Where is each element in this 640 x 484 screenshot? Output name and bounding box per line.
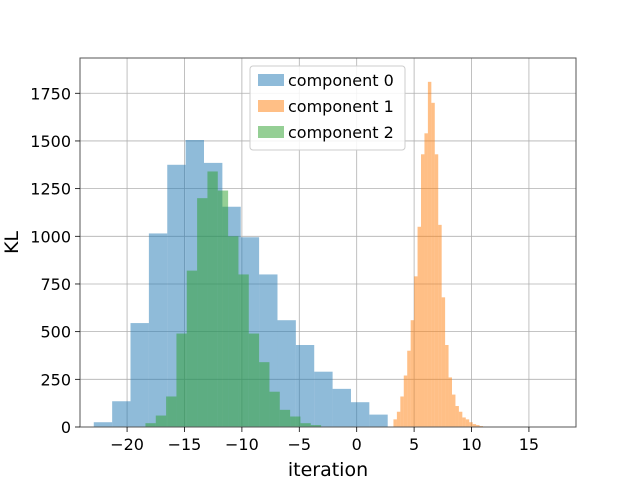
y-tick-label-6: 1500: [30, 132, 71, 151]
bar-series-1-22: [469, 422, 473, 427]
x-tick-label-5: 5: [409, 435, 419, 454]
bar-series-2-13: [279, 409, 291, 427]
bar-series-1-6: [414, 276, 418, 427]
bar-series-2-11: [259, 362, 270, 427]
bars-layer: [93, 81, 483, 428]
bar-series-1-5: [410, 320, 415, 427]
bar-series-2-8: [228, 236, 239, 427]
bar-series-1-2: [400, 396, 404, 427]
bar-series-0-3: [148, 233, 168, 427]
bar-series-1-4: [407, 350, 411, 427]
bar-series-1-24: [476, 425, 480, 427]
bar-series-2-0: [145, 423, 156, 427]
bar-series-0-13: [332, 388, 351, 427]
x-tick-label-6: 10: [461, 435, 481, 454]
bar-series-0-1: [112, 401, 131, 427]
bar-series-2-2: [166, 396, 177, 427]
bar-series-1-8: [421, 154, 425, 428]
bar-series-1-14: [441, 297, 446, 427]
y-tick-label-5: 1250: [30, 180, 71, 199]
bar-series-1-21: [465, 419, 470, 427]
bar-series-1-3: [403, 375, 408, 427]
legend-label-0: component 0: [288, 71, 394, 90]
x-tick-label-4: 0: [352, 435, 362, 454]
bar-series-2-6: [207, 171, 218, 427]
plot-frame: [79, 57, 577, 428]
bar-series-1-17: [452, 394, 456, 427]
bar-series-2-15: [300, 423, 311, 427]
bar-series-0-11: [295, 345, 315, 427]
bar-series-0-14: [350, 402, 370, 427]
bar-series-2-1: [155, 415, 167, 427]
legend-swatch-0: [258, 74, 284, 86]
x-tick-label-7: 15: [519, 435, 539, 454]
bar-series-2-7: [217, 190, 229, 427]
bar-series-2-9: [238, 274, 249, 427]
bar-series-0-0: [93, 422, 113, 427]
bar-series-2-3: [176, 333, 187, 427]
x-axis-label: iteration: [288, 459, 368, 480]
y-tick-label-2: 500: [40, 323, 71, 342]
bar-series-2-16: [310, 425, 322, 427]
bar-series-2-12: [269, 391, 280, 427]
legend-label-1: component 1: [288, 97, 394, 116]
bar-series-1-12: [434, 154, 439, 428]
y-axis-label: KL: [1, 231, 23, 254]
legend-label-2: component 2: [288, 123, 394, 142]
bar-series-1-7: [417, 226, 421, 427]
y-tick-label-1: 250: [40, 370, 71, 389]
bar-series-1-9: [424, 133, 428, 428]
bar-series-0-12: [314, 371, 333, 427]
x-tick-label-3: −5: [287, 435, 311, 454]
bar-series-0-2: [130, 323, 149, 427]
legend: component 0 component 1 component 2: [249, 65, 406, 151]
bar-series-1-15: [445, 345, 449, 427]
bar-series-1-11: [431, 102, 435, 427]
bar-series-2-4: [186, 270, 198, 427]
bar-series-1-18: [455, 406, 459, 427]
y-tick-label-0: 0: [61, 418, 71, 437]
y-tick-label-7: 1750: [30, 84, 71, 103]
bar-series-2-14: [290, 416, 301, 427]
ticks-layer: −20 −15 −10 −5 0 5 10 15 0 250 500 750 1000 1250 1500 1…: [30, 84, 539, 454]
legend-swatch-2: [258, 126, 284, 138]
x-tick-label-2: −10: [225, 435, 259, 454]
y-tick-label-4: 1000: [30, 227, 71, 246]
bar-series-1-1: [396, 411, 401, 427]
bar-series-0-10: [277, 320, 296, 427]
bar-series-0-15: [369, 414, 388, 427]
bar-series-1-13: [438, 224, 442, 427]
legend-swatch-1: [258, 100, 284, 112]
bar-series-2-5: [197, 198, 208, 427]
bar-series-1-0: [393, 419, 397, 427]
bar-series-1-16: [448, 377, 452, 427]
bar-series-1-20: [462, 417, 466, 427]
x-tick-label-1: −15: [168, 435, 202, 454]
legend-box: [249, 65, 406, 151]
bar-series-1-19: [458, 411, 463, 427]
bar-series-1-23: [472, 424, 477, 427]
bar-series-1-10: [427, 81, 432, 427]
bar-series-2-10: [248, 333, 260, 427]
y-tick-label-3: 750: [40, 275, 71, 294]
x-tick-label-0: −20: [110, 435, 144, 454]
